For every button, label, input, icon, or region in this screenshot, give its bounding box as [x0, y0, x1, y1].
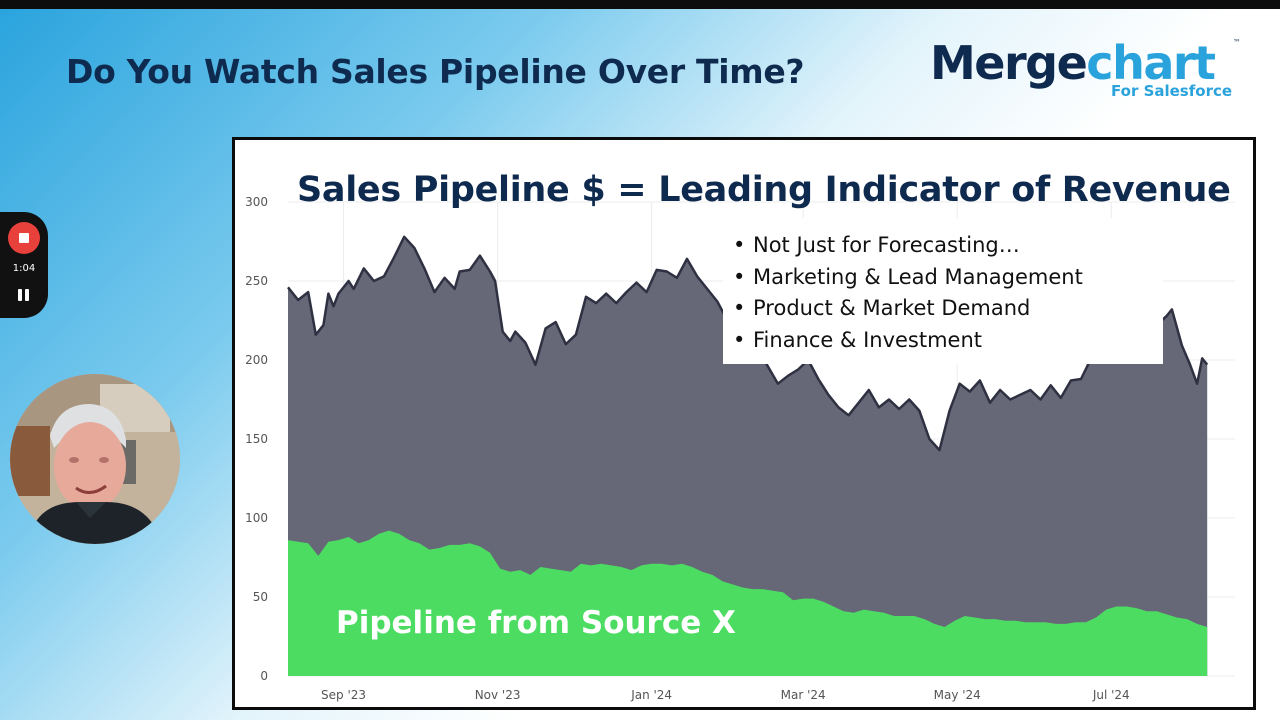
- mergechart-logo: Mergechart ™ For Salesforce: [930, 36, 1250, 106]
- x-tick-label: Jul '24: [1092, 688, 1130, 702]
- chart-frame: 0 50 100 150 200 250 300 Sep '23 Nov '23 Jan '24 M…: [232, 137, 1256, 710]
- slide-title: Do You Watch Sales Pipeline Over Time?: [66, 52, 805, 91]
- bullet-item: Finance & Investment: [733, 325, 1163, 357]
- x-tick-label: Sep '23: [321, 688, 366, 702]
- recording-timer: 1:04: [12, 263, 36, 274]
- logo-subtitle: For Salesforce: [1111, 82, 1233, 100]
- pipeline-area-chart: 0 50 100 150 200 250 300 Sep '23 Nov '23 Jan '24 M…: [245, 195, 1235, 702]
- logo-merge-text: Merge: [930, 36, 1088, 90]
- y-tick-label: 300: [245, 195, 268, 209]
- logo-chart-text: chart: [1086, 36, 1216, 90]
- presenter-video: [10, 374, 180, 544]
- bullet-item: Not Just for Forecasting…: [733, 230, 1163, 262]
- y-tick-label: 250: [245, 274, 268, 288]
- y-tick-label: 200: [245, 353, 268, 367]
- chart-title: Sales Pipeline $ = Leading Indicator of …: [297, 170, 1231, 210]
- stop-recording-button[interactable]: [8, 222, 40, 254]
- y-tick-label: 100: [245, 511, 268, 525]
- y-tick-label: 0: [260, 669, 268, 683]
- x-tick-label: May '24: [934, 688, 981, 702]
- x-tick-label: Nov '23: [475, 688, 521, 702]
- x-tick-label: Mar '24: [781, 688, 826, 702]
- total-pipeline-area: [288, 236, 1208, 677]
- x-tick-label: Jan '24: [630, 688, 672, 702]
- y-tick-label: 50: [253, 590, 268, 604]
- y-tick-label: 150: [245, 432, 268, 446]
- stop-icon: [19, 233, 29, 243]
- pause-button[interactable]: [16, 288, 32, 302]
- screen-recorder-widget: 1:04: [0, 212, 48, 318]
- top-bar: [0, 0, 1280, 9]
- source-x-area: [288, 530, 1208, 676]
- logo-wordmark: Mergechart: [930, 36, 1216, 90]
- webcam-bubble[interactable]: [10, 374, 180, 544]
- bullet-item: Product & Market Demand: [733, 293, 1163, 325]
- bullet-item: Marketing & Lead Management: [733, 262, 1163, 294]
- logo-trademark: ™: [1233, 38, 1241, 47]
- bullet-list: Not Just for Forecasting… Marketing & Le…: [723, 218, 1163, 364]
- source-x-label: Pipeline from Source X: [336, 605, 736, 641]
